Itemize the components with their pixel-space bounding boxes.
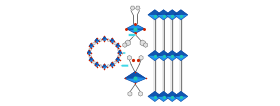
- Polygon shape: [89, 48, 91, 51]
- Polygon shape: [174, 51, 188, 56]
- Polygon shape: [99, 39, 102, 41]
- FancyArrow shape: [123, 52, 126, 54]
- Polygon shape: [123, 43, 127, 47]
- Polygon shape: [165, 91, 179, 96]
- Polygon shape: [139, 91, 143, 96]
- Polygon shape: [144, 43, 148, 47]
- Polygon shape: [89, 43, 93, 46]
- Polygon shape: [174, 51, 188, 61]
- Polygon shape: [93, 61, 95, 64]
- Polygon shape: [91, 45, 93, 48]
- Polygon shape: [157, 51, 171, 56]
- Polygon shape: [126, 24, 144, 33]
- Polygon shape: [95, 38, 99, 43]
- Polygon shape: [102, 64, 107, 67]
- Polygon shape: [93, 42, 95, 45]
- Polygon shape: [157, 10, 171, 15]
- Polygon shape: [128, 91, 132, 96]
- Polygon shape: [165, 51, 179, 56]
- Polygon shape: [110, 62, 114, 65]
- Polygon shape: [87, 50, 91, 53]
- Polygon shape: [127, 55, 131, 60]
- Polygon shape: [89, 57, 93, 60]
- Polygon shape: [125, 72, 146, 83]
- Polygon shape: [91, 59, 93, 62]
- Polygon shape: [120, 52, 122, 55]
- Polygon shape: [165, 10, 179, 15]
- Polygon shape: [165, 10, 179, 20]
- Polygon shape: [148, 10, 162, 20]
- Polygon shape: [125, 40, 130, 46]
- Polygon shape: [140, 40, 145, 46]
- Polygon shape: [118, 55, 120, 58]
- Polygon shape: [157, 91, 171, 102]
- Polygon shape: [148, 91, 162, 96]
- Polygon shape: [174, 91, 188, 102]
- Polygon shape: [87, 50, 91, 55]
- Polygon shape: [118, 45, 120, 48]
- Polygon shape: [157, 10, 171, 20]
- Polygon shape: [112, 64, 114, 67]
- Polygon shape: [174, 10, 188, 15]
- Polygon shape: [174, 91, 188, 96]
- FancyArrow shape: [129, 34, 136, 36]
- Polygon shape: [97, 64, 99, 67]
- Polygon shape: [148, 91, 162, 102]
- Polygon shape: [157, 51, 171, 61]
- Polygon shape: [107, 65, 109, 67]
- Polygon shape: [118, 50, 122, 55]
- FancyArrow shape: [121, 64, 128, 67]
- Polygon shape: [118, 48, 120, 51]
- Polygon shape: [125, 72, 146, 78]
- Polygon shape: [135, 76, 146, 83]
- Polygon shape: [114, 42, 116, 45]
- Polygon shape: [157, 91, 171, 96]
- Polygon shape: [136, 6, 140, 10]
- Polygon shape: [95, 62, 99, 65]
- Polygon shape: [118, 50, 122, 53]
- Polygon shape: [95, 38, 99, 41]
- Polygon shape: [165, 91, 179, 102]
- Polygon shape: [112, 40, 114, 43]
- Polygon shape: [102, 36, 107, 39]
- Polygon shape: [102, 36, 107, 41]
- Polygon shape: [126, 29, 144, 30]
- Polygon shape: [116, 43, 120, 46]
- Polygon shape: [130, 6, 135, 10]
- Polygon shape: [174, 10, 188, 20]
- Polygon shape: [139, 55, 143, 60]
- Polygon shape: [114, 61, 116, 64]
- Polygon shape: [99, 65, 102, 67]
- Polygon shape: [148, 51, 162, 56]
- Polygon shape: [89, 43, 93, 48]
- Polygon shape: [148, 10, 162, 15]
- Polygon shape: [118, 59, 120, 62]
- Polygon shape: [104, 38, 107, 41]
- Polygon shape: [110, 62, 114, 67]
- Polygon shape: [110, 38, 114, 41]
- Polygon shape: [116, 57, 120, 62]
- Polygon shape: [89, 55, 91, 58]
- Polygon shape: [89, 57, 93, 62]
- Polygon shape: [148, 51, 162, 61]
- Polygon shape: [102, 64, 107, 69]
- Polygon shape: [116, 57, 120, 60]
- Polygon shape: [95, 62, 99, 67]
- Polygon shape: [97, 40, 99, 43]
- Polygon shape: [104, 66, 107, 69]
- Polygon shape: [110, 38, 114, 43]
- Polygon shape: [116, 43, 120, 48]
- Polygon shape: [89, 52, 91, 55]
- Polygon shape: [107, 39, 109, 41]
- Polygon shape: [165, 51, 179, 61]
